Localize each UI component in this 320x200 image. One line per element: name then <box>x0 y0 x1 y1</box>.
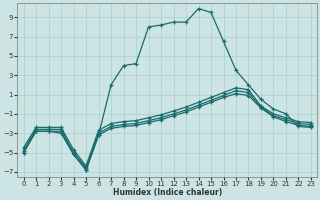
X-axis label: Humidex (Indice chaleur): Humidex (Indice chaleur) <box>113 188 222 197</box>
